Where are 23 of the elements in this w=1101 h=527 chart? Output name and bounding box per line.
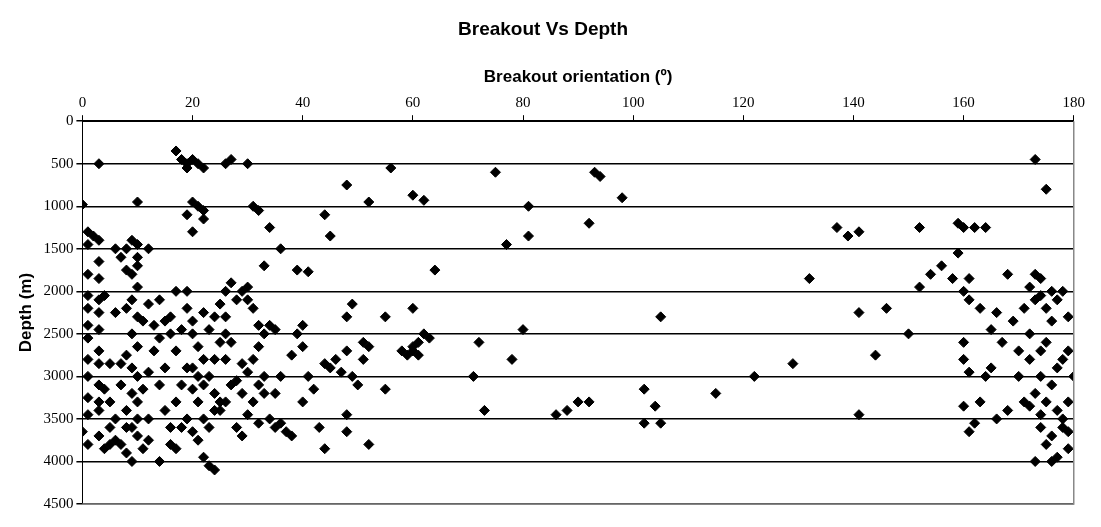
y-tick-label: 2500 <box>43 324 74 341</box>
x-tick-label: 60 <box>405 94 421 111</box>
x-tick-label: 180 <box>1062 94 1085 111</box>
y-tick-label: 2000 <box>43 282 74 299</box>
chart-title: Breakout Vs Depth <box>458 17 628 39</box>
y-tick-label: 500 <box>50 154 74 171</box>
x-tick-label: 140 <box>842 94 865 111</box>
y-tick-label: 4000 <box>43 452 74 469</box>
x-tick-label: 40 <box>295 94 311 111</box>
y-tick-label: 1000 <box>43 197 74 214</box>
y-tick-label: 1500 <box>43 239 74 256</box>
y-tick-label: 4500 <box>43 494 74 511</box>
x-tick-label: 80 <box>515 94 531 111</box>
y-tick-label: 3000 <box>43 367 74 384</box>
x-tick-label: 0 <box>78 94 87 111</box>
x-tick-label: 120 <box>732 94 755 111</box>
x-tick-label: 100 <box>621 94 645 111</box>
y-tick-label: 0 <box>65 112 74 129</box>
x-axis-title: Breakout orientation (º) <box>483 66 673 86</box>
y-tick-label: 3500 <box>43 409 74 426</box>
x-tick-label: 160 <box>952 94 975 111</box>
x-tick-label: 20 <box>185 94 201 111</box>
y-axis-title: Depth (m) <box>15 272 35 353</box>
